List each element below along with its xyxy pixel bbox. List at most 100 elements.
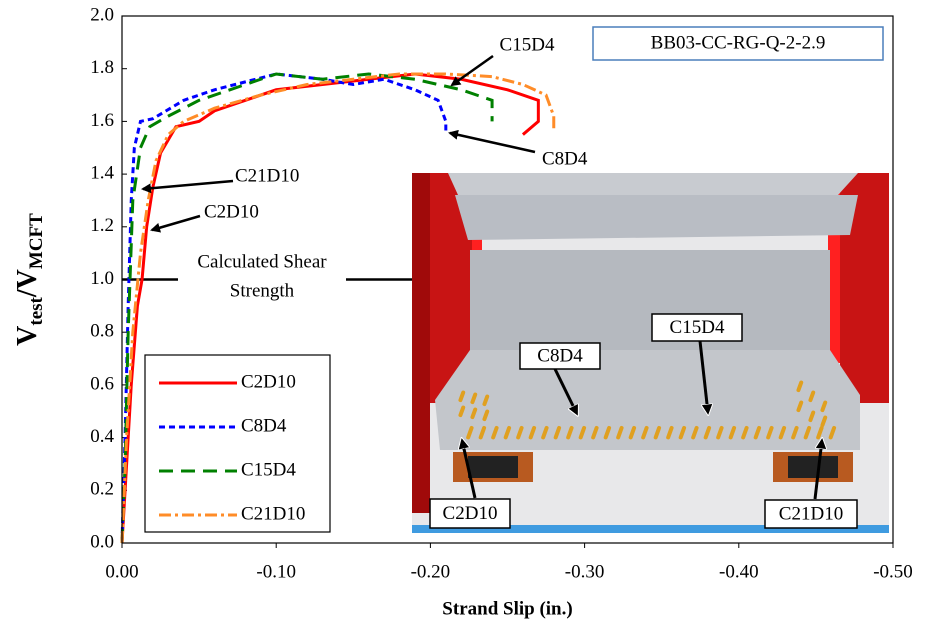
annotation-arrow: [141, 179, 234, 194]
x-tick-label: -0.40: [719, 561, 759, 582]
inset-arrow: [698, 340, 708, 413]
inset-strand: [491, 425, 499, 440]
y-tick-label: 0.8: [90, 321, 114, 342]
inset-strand: [516, 425, 524, 440]
y-tick-label: 1.6: [90, 110, 114, 131]
inset-strand: [820, 400, 828, 413]
inset-image: C15D4 C8D4 C2D10 C21D10: [412, 173, 889, 533]
inset-strand: [808, 410, 816, 423]
inset-strand: [803, 425, 812, 440]
x-tick-label: -0.30: [565, 561, 605, 582]
inset-strand: [578, 425, 587, 440]
annotation-arrow: [450, 54, 494, 87]
inset-label: C8D4: [537, 345, 583, 366]
reference-label: Strength: [230, 280, 295, 301]
inset-strand: [653, 425, 662, 440]
inset-strand: [616, 425, 624, 440]
reference-label: Calculated Shear: [197, 251, 327, 272]
annotation-arrow: [448, 129, 536, 154]
inset-strand: [458, 390, 466, 403]
inset-label-box: [519, 342, 601, 370]
inset-strand: [541, 425, 549, 440]
x-tick-label: -0.50: [873, 561, 913, 582]
x-axis-label: Strand Slip (in.): [442, 598, 572, 619]
legend-label: C8D4: [241, 415, 287, 436]
inset-strand: [666, 425, 674, 440]
inset-strand: [553, 425, 562, 440]
inset-label: C2D10: [443, 503, 498, 524]
inset-strand: [470, 392, 478, 405]
reference-label-bg: [178, 250, 346, 304]
inset-strand: [703, 425, 712, 440]
inset-flange: [435, 350, 860, 450]
box-label: BB03-CC-RG-Q-2-2.9: [651, 32, 826, 53]
inset-beam-top: [448, 173, 858, 195]
y-axis-label: Vtest/VMCFT: [12, 213, 47, 346]
series-line: [120, 72, 556, 544]
y-tick-label: 0.6: [90, 373, 114, 394]
inset-strand: [741, 425, 749, 440]
inset-strand: [820, 415, 828, 428]
y-tick-label: 0.0: [90, 531, 114, 552]
y-tick-label: 1.4: [90, 162, 114, 183]
inset-strand: [482, 394, 490, 407]
inset-label-box: [429, 498, 511, 529]
annotation: C2D10: [204, 201, 259, 222]
inset-strand: [528, 425, 537, 440]
y-axis-label-main: V: [12, 326, 43, 346]
inset-beam-web: [448, 195, 858, 240]
series-line: [120, 72, 494, 544]
x-tick-label: 0.00: [105, 561, 138, 582]
inset-strand: [728, 425, 737, 440]
inset-strand: [591, 425, 599, 440]
series-line: [120, 72, 448, 544]
inset-strand: [778, 425, 787, 440]
inset-label: C15D4: [670, 317, 725, 338]
inset-floor: [412, 525, 889, 533]
annotation: C21D10: [235, 165, 299, 186]
inset-strand: [753, 425, 762, 440]
inset-arrow: [462, 440, 477, 499]
inset-bearing: [788, 456, 838, 478]
inset-arrow: [813, 440, 822, 500]
annotation-arrow: [150, 214, 201, 233]
inset-strand: [628, 425, 637, 440]
inset-strand: [796, 380, 804, 393]
legend-label: C21D10: [241, 503, 305, 524]
inset-strand: [766, 425, 774, 440]
inset-strand: [503, 425, 512, 440]
inset-strand: [808, 390, 816, 403]
inset-beam-face: [470, 250, 830, 360]
inset-strand: [716, 425, 724, 440]
y-axis-label-sub: test: [26, 296, 47, 325]
inset-label-box: [764, 499, 858, 529]
series-line: [120, 72, 540, 544]
y-tick-label: 0.4: [90, 426, 114, 447]
inset-strand: [482, 409, 490, 422]
inset-strand: [641, 425, 649, 440]
y-axis-label-sub: MCFT: [26, 213, 47, 269]
inset-strand: [478, 425, 487, 440]
box-label-frame: [592, 26, 884, 61]
y-tick-label: 1.0: [90, 268, 114, 289]
legend-label: C2D10: [241, 371, 296, 392]
y-tick-label: 1.2: [90, 215, 114, 236]
inset-strand: [691, 425, 699, 440]
y-axis-label-main: /V: [12, 269, 43, 298]
inset-strand: [796, 400, 804, 413]
inset-label: C21D10: [779, 503, 843, 524]
inset-bearing: [468, 456, 518, 478]
x-tick-label: -0.20: [411, 561, 451, 582]
y-tick-label: 1.8: [90, 57, 114, 78]
plot-frame: [121, 15, 894, 544]
inset-strand: [816, 425, 824, 440]
x-tick-label: -0.10: [256, 561, 296, 582]
annotation: C8D4: [542, 148, 588, 169]
inset-strand: [828, 425, 837, 440]
inset-strand: [566, 425, 574, 440]
inset-strand: [603, 425, 612, 440]
y-tick-label: 0.2: [90, 479, 114, 500]
inset-strand: [678, 425, 687, 440]
inset-strand: [791, 425, 799, 440]
